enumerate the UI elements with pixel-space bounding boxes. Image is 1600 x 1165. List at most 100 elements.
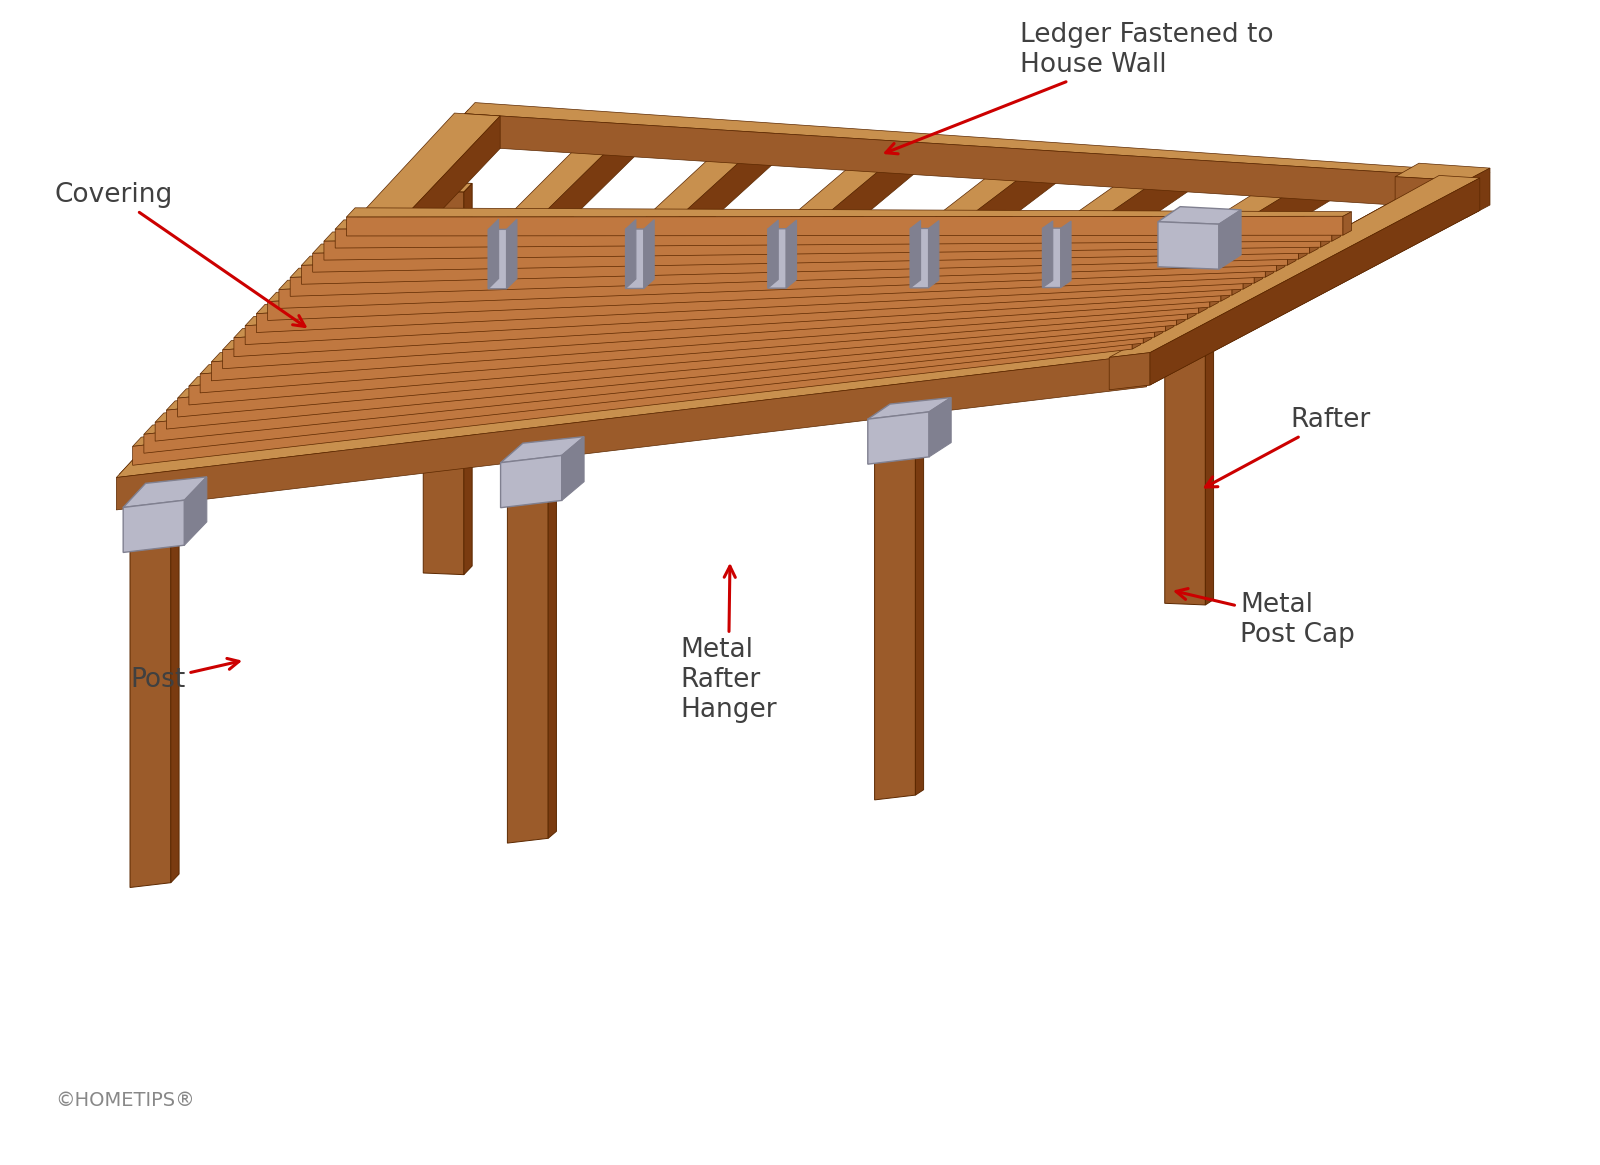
- Polygon shape: [166, 116, 501, 501]
- Polygon shape: [1310, 230, 1318, 253]
- Polygon shape: [189, 301, 1187, 405]
- Polygon shape: [166, 312, 1165, 429]
- Polygon shape: [643, 220, 654, 289]
- Polygon shape: [507, 456, 549, 843]
- Polygon shape: [1109, 176, 1480, 358]
- Polygon shape: [488, 230, 507, 289]
- Polygon shape: [581, 140, 917, 452]
- Polygon shape: [123, 476, 206, 508]
- Polygon shape: [347, 217, 1342, 236]
- Polygon shape: [824, 155, 1190, 391]
- Polygon shape: [856, 157, 1190, 419]
- Polygon shape: [301, 121, 638, 485]
- Polygon shape: [312, 230, 1318, 253]
- Polygon shape: [130, 110, 501, 473]
- Polygon shape: [1277, 248, 1285, 271]
- Polygon shape: [1165, 308, 1174, 331]
- Polygon shape: [130, 492, 179, 504]
- Polygon shape: [562, 437, 584, 501]
- Polygon shape: [691, 403, 723, 439]
- Polygon shape: [123, 500, 184, 552]
- Polygon shape: [1395, 163, 1490, 181]
- Polygon shape: [133, 330, 1133, 465]
- Polygon shape: [1320, 224, 1330, 247]
- Polygon shape: [184, 476, 206, 545]
- Polygon shape: [117, 345, 1165, 478]
- Polygon shape: [155, 318, 1154, 442]
- Polygon shape: [875, 412, 915, 800]
- Polygon shape: [626, 219, 635, 289]
- Polygon shape: [507, 449, 557, 460]
- Polygon shape: [424, 182, 472, 192]
- Polygon shape: [267, 259, 1266, 320]
- Polygon shape: [824, 387, 856, 423]
- Polygon shape: [1243, 266, 1251, 289]
- Polygon shape: [915, 408, 923, 795]
- Text: Covering: Covering: [54, 182, 306, 326]
- Polygon shape: [245, 266, 1251, 326]
- Polygon shape: [133, 325, 1141, 446]
- Polygon shape: [1331, 218, 1341, 241]
- Polygon shape: [301, 240, 1299, 284]
- Polygon shape: [334, 223, 1331, 248]
- Polygon shape: [867, 397, 950, 419]
- Polygon shape: [910, 220, 920, 288]
- Polygon shape: [267, 119, 638, 457]
- Polygon shape: [464, 103, 1490, 178]
- Polygon shape: [267, 452, 301, 489]
- Polygon shape: [405, 128, 774, 440]
- Polygon shape: [256, 260, 1262, 313]
- Polygon shape: [117, 354, 1147, 510]
- Polygon shape: [1395, 177, 1466, 218]
- Polygon shape: [1061, 221, 1070, 288]
- Text: Post: Post: [130, 658, 238, 693]
- Polygon shape: [222, 277, 1229, 350]
- Polygon shape: [966, 370, 998, 407]
- Polygon shape: [507, 219, 517, 289]
- Polygon shape: [424, 191, 464, 574]
- Polygon shape: [256, 264, 1254, 332]
- Polygon shape: [1109, 174, 1475, 358]
- Polygon shape: [1133, 325, 1141, 350]
- Text: Rafter: Rafter: [1205, 407, 1370, 487]
- Polygon shape: [334, 218, 1341, 230]
- Polygon shape: [120, 468, 166, 507]
- Polygon shape: [1266, 254, 1274, 277]
- Polygon shape: [1210, 283, 1218, 308]
- Polygon shape: [1254, 260, 1262, 283]
- Polygon shape: [347, 207, 1352, 217]
- Polygon shape: [290, 241, 1296, 277]
- Polygon shape: [1109, 176, 1480, 358]
- Polygon shape: [488, 219, 499, 289]
- Polygon shape: [1150, 178, 1480, 384]
- Polygon shape: [691, 147, 1059, 407]
- Text: ©HOMETIPS®: ©HOMETIPS®: [54, 1090, 195, 1110]
- Polygon shape: [166, 308, 1174, 410]
- Polygon shape: [464, 183, 472, 574]
- Polygon shape: [1176, 302, 1186, 325]
- Polygon shape: [768, 228, 786, 288]
- Polygon shape: [1466, 168, 1490, 218]
- Polygon shape: [1205, 217, 1213, 605]
- Polygon shape: [1158, 206, 1242, 224]
- Polygon shape: [323, 224, 1330, 241]
- Polygon shape: [1109, 353, 1150, 390]
- Polygon shape: [1043, 228, 1061, 288]
- Polygon shape: [234, 271, 1240, 338]
- Polygon shape: [144, 324, 1144, 453]
- Polygon shape: [211, 283, 1218, 362]
- Polygon shape: [1219, 210, 1242, 269]
- Polygon shape: [278, 253, 1277, 309]
- Polygon shape: [200, 290, 1208, 374]
- Polygon shape: [222, 282, 1221, 369]
- Polygon shape: [1221, 277, 1229, 301]
- Polygon shape: [301, 235, 1307, 266]
- Polygon shape: [278, 248, 1285, 289]
- Polygon shape: [234, 276, 1232, 356]
- Polygon shape: [1109, 353, 1150, 390]
- Polygon shape: [155, 313, 1163, 422]
- Polygon shape: [501, 456, 562, 508]
- Polygon shape: [405, 437, 438, 473]
- Polygon shape: [1150, 178, 1480, 384]
- Polygon shape: [163, 112, 501, 501]
